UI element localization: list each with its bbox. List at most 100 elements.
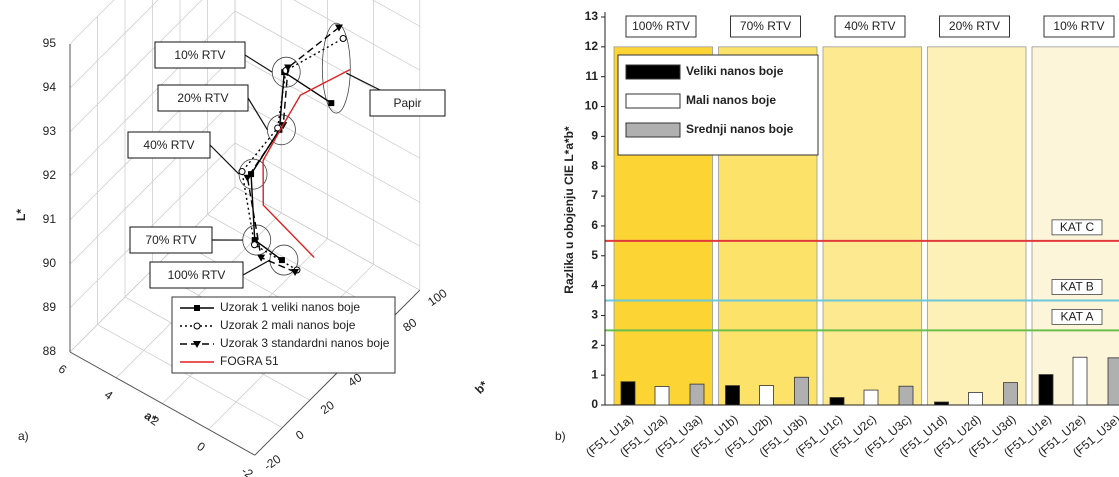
marker [248, 171, 255, 178]
grid-line [69, 10, 236, 177]
y-tick-label: 0 [591, 397, 598, 411]
y-axis-title: b* [472, 378, 491, 397]
group-label: 70% RTV [740, 19, 791, 33]
bar [689, 383, 705, 406]
legend-patch [625, 93, 681, 109]
group-label-box [939, 15, 1010, 38]
y-axis-title: Razlika u obojenju CIE L*a*b* [562, 126, 576, 294]
group-label-box [625, 15, 697, 38]
group-label-box [730, 15, 801, 38]
leader-line [242, 259, 271, 276]
y-tick-label: 4 [591, 278, 598, 292]
z-tick-label: 95 [43, 36, 57, 50]
leader-line [244, 54, 273, 73]
grid-line [293, 0, 420, 71]
bar [934, 401, 949, 406]
legend-label: Srednji nanos boje [686, 122, 794, 136]
grid-line [372, 0, 420, 27]
group-shading [927, 46, 1027, 406]
y-tick-label: 13 [585, 9, 599, 23]
leader-line [346, 72, 381, 91]
y-tick-label: 6 [591, 218, 598, 232]
x-tick-label: 0 [194, 439, 208, 454]
legend-label: FOGRA 51 [220, 354, 279, 368]
grid-line [69, 0, 115, 45]
group-label-box [1043, 15, 1115, 38]
z-tick-label: 93 [43, 124, 57, 138]
annotation-label: 70% RTV [145, 233, 196, 247]
z-tick-label: 92 [43, 168, 57, 182]
legend-patch [625, 122, 681, 138]
y-tick-label: 20 [318, 398, 337, 417]
series-line [262, 69, 351, 258]
annotation-label: Papir [393, 96, 421, 110]
legend-patch [625, 64, 681, 80]
grid-line [234, 98, 420, 203]
marker [328, 100, 335, 107]
bar [1003, 382, 1018, 406]
legend-label: Veliki nanos boje [686, 64, 784, 78]
grid-line [69, 0, 203, 133]
z-tick-label: 94 [43, 80, 57, 94]
y-tick-label: 9 [591, 129, 598, 143]
bar [829, 397, 845, 406]
x-tick-label: 6 [56, 362, 70, 377]
group-label: 40% RTV [844, 19, 895, 33]
y-tick-label: 80 [400, 315, 419, 334]
bar [968, 392, 983, 406]
marker [339, 34, 347, 42]
grid-line [97, 324, 283, 429]
series-line [241, 37, 344, 271]
leader-line [209, 144, 240, 175]
x-tick-label: -2 [239, 464, 256, 477]
group-label-box [834, 15, 906, 38]
y-tick-label: -20 [261, 452, 284, 474]
bar [863, 389, 879, 406]
reference-label-box [1051, 308, 1103, 325]
y-tick-label: 3 [591, 308, 598, 322]
grid-line [234, 186, 420, 291]
marker [238, 168, 246, 176]
grid-line [69, 0, 159, 89]
legend-marker [193, 341, 201, 348]
legend-box [171, 296, 396, 374]
annotation-label: 40% RTV [143, 138, 194, 152]
group-label: 10% RTV [1053, 19, 1104, 33]
y-tick-label: 1 [591, 367, 598, 381]
annotation-box [369, 89, 446, 117]
highlight-ellipse [321, 22, 351, 114]
bar [1038, 374, 1054, 406]
annotation-box [127, 131, 211, 159]
group-label: 20% RTV [949, 19, 1000, 33]
grid-line [69, 142, 236, 309]
bar [1072, 356, 1088, 406]
panel-label: b) [555, 429, 566, 443]
grid-line [234, 142, 420, 247]
marker [291, 268, 300, 276]
y-tick-label: 5 [591, 248, 598, 262]
annotation-box [154, 41, 246, 69]
legend-marker [193, 322, 201, 330]
y-tick-label: 8 [591, 158, 598, 172]
series-line [246, 26, 340, 273]
bar [759, 385, 774, 406]
y-tick-label: 11 [585, 69, 598, 83]
legend-label: Uzorak 2 mali nanos boje [220, 318, 356, 332]
z-tick-label: 89 [43, 300, 57, 314]
bar [794, 376, 809, 406]
group-shading [822, 46, 922, 406]
marker [250, 241, 258, 249]
leader-line [247, 97, 268, 131]
bar [620, 381, 636, 406]
marker [251, 237, 258, 244]
annotation-box [129, 226, 213, 254]
z-tick-label: 88 [43, 344, 57, 358]
legend-label: Uzorak 3 standardni nanos boje [220, 336, 390, 350]
x-tick-label: 4 [102, 387, 116, 402]
z-axis-title: L* [14, 209, 28, 221]
y-tick-label: 0 [293, 427, 307, 442]
marker [334, 24, 343, 32]
annotation-label: 20% RTV [177, 91, 228, 105]
panel-label: a) [18, 429, 29, 443]
